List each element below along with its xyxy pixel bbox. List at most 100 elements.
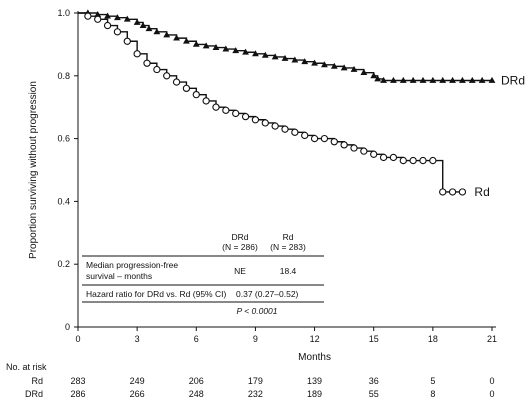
censor-marker-drd [330,62,338,69]
at-risk-value: 55 [369,389,379,399]
at-risk-value: 189 [307,389,322,399]
censor-marker-drd [360,69,368,76]
curves [78,12,492,193]
censor-marker-drd [271,53,279,60]
survival-curve-rd [78,12,463,193]
at-risk-value: 0 [489,376,494,386]
censor-marker-rd [212,103,220,111]
censor-marker-rd [409,156,417,165]
censor-marker-drd [281,54,289,61]
censor-marker-drd [380,76,387,83]
axes: 0 3 6 9 12 15 18 21 0 0.2 0.4 0.6 0.8 1.0 Months Propor… [28,8,497,363]
x-tick-label: 21 [487,334,497,344]
x-tick-label: 12 [310,334,320,344]
censor-marker-rd [94,15,102,23]
y-tick-label: 0.4 [57,196,70,206]
censor-marker-rd [458,188,467,196]
censor-marker-drd [104,12,111,19]
censor-marker-drd [311,59,318,66]
censor-marker-drd [439,76,447,83]
censor-marker-rd [133,50,141,58]
censor-marker-drd [153,28,161,35]
at-risk-value: 248 [189,389,204,399]
at-risk-value: 232 [248,389,263,399]
censor-marker-drd [173,34,180,41]
censor-marker-rd [439,188,447,196]
at-risk-value: 283 [70,376,85,386]
censor-marker-drd [123,15,131,22]
table-row-label: survival – months [86,271,152,281]
censor-marker-rd [143,59,151,67]
censor-marker-drd [114,14,121,21]
censor-marker-rd [103,21,112,30]
censor-marker-rd [370,150,378,158]
censor-marker-rd [261,119,269,127]
table-col-n-rd: (N = 283) [270,242,306,252]
at-risk-row-label: DRd [25,389,43,399]
y-tick-label: 0.2 [57,259,70,269]
censor-marker-drd [350,65,358,72]
censor-marker-drd [449,76,456,83]
censor-marker-rd [202,97,210,105]
table-col-n-drd: (N = 286) [222,242,258,252]
curve-labels: DRd Rd [474,74,525,199]
at-risk-value: 266 [130,389,145,399]
censor-marker-drd [340,64,348,71]
censor-marker-rd [192,90,200,99]
censor-marker-drd [301,58,309,65]
y-tick-label: 1.0 [57,8,70,18]
censor-marker-rd [320,134,329,143]
censor-marker-rd [251,116,260,124]
censor-marker-rd [182,84,191,93]
x-tick-label: 0 [75,334,80,344]
censor-marker-drd [419,76,427,83]
censor-marker-rd [389,153,398,162]
at-risk-value: 36 [369,376,379,386]
censor-marker-rd [123,37,131,45]
table-row-label: Median progression-free [86,260,178,270]
at-risk-value: 5 [430,376,435,386]
censor-marker-rd [330,138,338,146]
censor-marker-rd [271,122,279,130]
censor-markers [84,9,496,196]
censor-marker-rd [429,156,437,165]
censor-marker-drd [163,31,171,38]
table-cell-value: NE [234,266,246,276]
censor-marker-drd [374,75,382,82]
censor-marker-drd [202,42,210,49]
at-risk-table: No. at risk Rd 283 249 206 179 139 36 5 0 DRd 286 26… [6,362,495,399]
censor-marker-rd [291,128,299,136]
censor-marker-drd [192,40,200,47]
censor-marker-rd [340,141,348,149]
curve-label-rd: Rd [474,185,489,199]
at-risk-value: 286 [70,389,85,399]
table-cell-value: 0.37 (0.27–0.52) [236,289,299,299]
x-tick-label: 3 [135,334,140,344]
censor-marker-drd [370,72,378,79]
censor-marker-rd [113,28,122,36]
censor-marker-drd [459,76,466,83]
censor-marker-rd [448,188,457,196]
summary-table: DRd(N = 286) Rd(N = 283) Median progressio… [82,232,324,316]
censor-marker-drd [409,76,417,83]
censor-marker-rd [84,12,92,20]
censor-marker-drd [133,18,141,25]
at-risk-value: 8 [430,389,435,399]
censor-marker-rd [232,109,240,118]
y-tick-label: 0 [65,322,70,332]
table-col-header-drd: DRd [231,232,248,242]
survival-curve-drd [78,12,492,82]
censor-marker-drd [242,48,249,55]
x-axis-label: Months [298,352,331,363]
censor-marker-drd [478,76,486,83]
censor-marker-drd [468,76,476,83]
censor-marker-drd [222,45,230,52]
censor-marker-rd [399,156,407,165]
censor-marker-rd [241,112,250,121]
p-value: P < 0.0001 [236,306,277,316]
censor-marker-rd [222,106,230,114]
table-col-header-rd: Rd [283,232,294,242]
x-tick-label: 9 [253,334,258,344]
censor-marker-drd [183,37,190,44]
